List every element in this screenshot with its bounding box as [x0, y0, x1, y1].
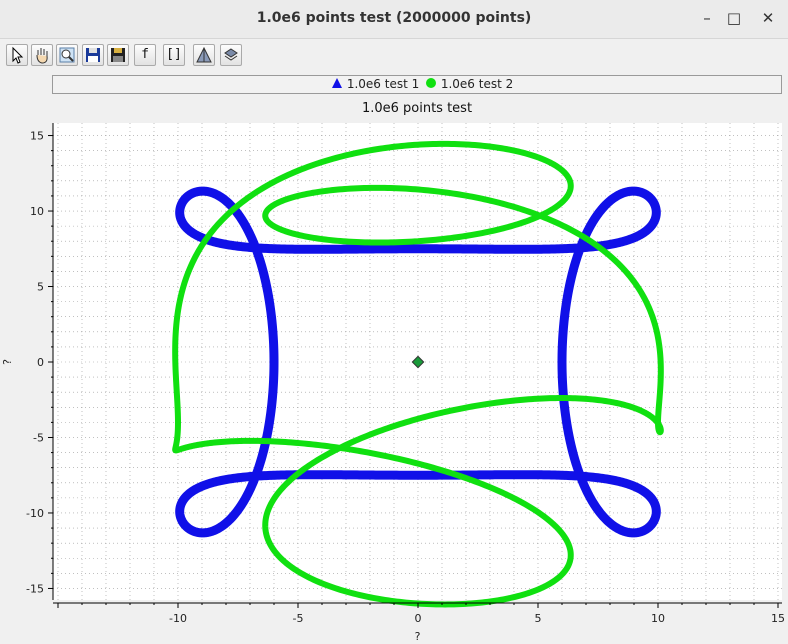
layers-icon — [224, 48, 238, 61]
brackets-button[interactable]: [] — [163, 44, 185, 66]
x-tick-label: 10 — [651, 612, 665, 625]
hand-icon — [36, 48, 48, 64]
legend-label-series-1: 1.0e6 test 1 — [346, 77, 420, 91]
triangle-icon — [332, 78, 342, 88]
x-tick-label: 5 — [535, 612, 542, 625]
x-tick-label: 0 — [415, 612, 422, 625]
save-as-button[interactable] — [107, 44, 129, 66]
toolbar: f [] — [0, 40, 788, 70]
y-tick-label: 10 — [30, 205, 44, 218]
magnifier-icon — [59, 47, 75, 63]
chart-title: 1.0e6 points test — [361, 101, 473, 116]
y-tick-label: 5 — [37, 281, 44, 294]
legend-item-series-2: 1.0e6 test 2 — [425, 77, 513, 91]
pointer-tool-button[interactable] — [6, 44, 28, 66]
plot-3d-button[interactable] — [193, 44, 215, 66]
window-title: 1.0e6 points test (2000000 points) — [256, 10, 532, 26]
legend-label-series-2: 1.0e6 test 2 — [440, 77, 514, 91]
y-tick-label: -10 — [26, 507, 44, 520]
axes: 15 10 5 0 -5 -10 -15 -10 -5 0 5 10 15 — [26, 123, 785, 625]
pan-tool-button[interactable] — [31, 44, 53, 66]
pyramid-icon — [196, 46, 212, 63]
y-tick-label: 0 — [37, 356, 44, 369]
x-tick-label: -10 — [169, 612, 187, 625]
pointer-icon — [12, 46, 24, 64]
series-1-line — [175, 186, 661, 538]
legend: 1.0e6 test 1 1.0e6 test 2 — [52, 75, 782, 94]
circle-icon — [426, 78, 436, 88]
minimize-button[interactable]: – — [703, 9, 711, 27]
y-tick-label: 15 — [30, 130, 44, 143]
maximize-button[interactable]: □ — [726, 9, 742, 27]
layers-button[interactable] — [220, 44, 242, 66]
grid-lines — [53, 123, 782, 600]
center-marker — [411, 355, 425, 369]
zoom-tool-button[interactable] — [56, 44, 78, 66]
y-axis-label: ? — [1, 359, 14, 365]
window-titlebar: 1.0e6 points test (2000000 points) – □ ✕ — [0, 0, 788, 39]
x-tick-label: 15 — [771, 612, 785, 625]
y-tick-label: -5 — [33, 431, 44, 444]
y-tick-label: -15 — [26, 582, 44, 595]
close-button[interactable]: ✕ — [761, 9, 775, 27]
legend-item-series-1: 1.0e6 test 1 — [331, 77, 419, 91]
save-button[interactable] — [82, 44, 104, 66]
floppy-dark-icon — [111, 48, 125, 62]
function-button[interactable]: f — [134, 44, 156, 66]
x-axis-label: ? — [415, 630, 421, 643]
x-tick-label: -5 — [293, 612, 304, 625]
floppy-icon — [86, 48, 100, 62]
